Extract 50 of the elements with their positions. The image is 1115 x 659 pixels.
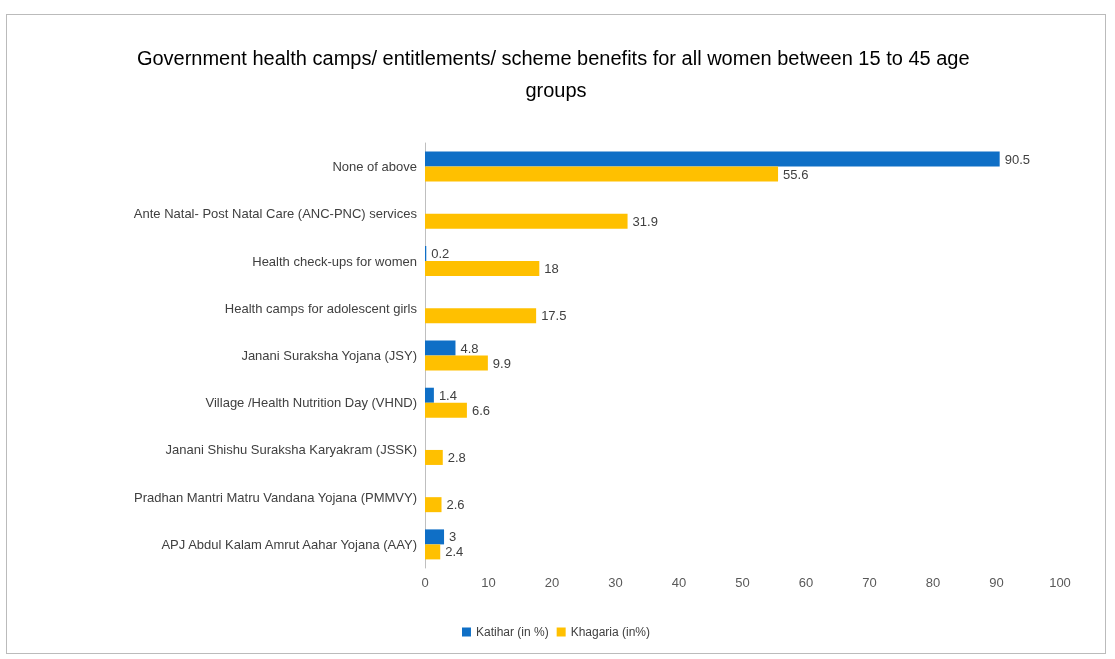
- bar: [425, 387, 434, 403]
- x-tick-label: 50: [735, 575, 750, 590]
- bar: [425, 166, 779, 182]
- y-tick-label: Pradhan Mantri Matru Vandana Yojana (PMMVY): [133, 489, 417, 505]
- data-label: 1.4: [438, 387, 457, 403]
- bar: [425, 529, 445, 545]
- data-label: 55.6: [783, 166, 809, 182]
- data-label: 2.6: [446, 497, 465, 513]
- data-label: 90.5: [1004, 151, 1030, 167]
- bar: [425, 151, 1000, 167]
- x-tick-label: 10: [481, 575, 496, 590]
- y-tick-label: Janani Suraksha Yojana (JSY): [241, 348, 417, 363]
- data-label: 31.9: [632, 213, 658, 229]
- bar: [425, 340, 456, 356]
- x-tick-label: 0: [421, 575, 429, 590]
- legend-label: Khagaria (in%): [570, 625, 651, 639]
- data-label: 4.8: [460, 340, 479, 356]
- data-label: 0.2: [431, 246, 450, 262]
- data-label: 17.5: [541, 308, 567, 324]
- data-label: 18: [544, 261, 559, 277]
- bar: [425, 497, 442, 513]
- y-tick-label: None of above: [332, 159, 417, 175]
- x-tick-label: 70: [862, 575, 877, 590]
- y-tick-label: Janani Shishu Suraksha Karyakram (JSSK): [165, 442, 417, 458]
- x-tick-label: 30: [608, 575, 623, 590]
- data-label: 9.9: [492, 355, 511, 371]
- x-tick-label: 80: [925, 575, 941, 590]
- bar: [425, 544, 441, 560]
- y-tick-label: APJ Abdul Kalam Amrut Aahar Yojana (AAY): [161, 536, 417, 552]
- data-label: 2.8: [447, 449, 466, 465]
- y-tick-label: Village /Health Nutrition Day (VHND): [205, 395, 417, 411]
- bar: [425, 402, 467, 418]
- bar: [425, 213, 628, 229]
- x-tick-label: 40: [671, 575, 687, 590]
- y-tick-label: Health check-ups for women: [252, 253, 417, 269]
- bar: [425, 449, 443, 465]
- legend-label: Katihar (in %): [475, 625, 549, 639]
- y-tick-label: Health camps for adolescent girls: [224, 300, 418, 316]
- y-tick-label: Ante Natal- Post Natal Care (ANC-PNC) services: [133, 206, 418, 222]
- bar: [425, 308, 537, 324]
- x-tick-label: 20: [544, 575, 560, 590]
- chart-title: Government health camps/ entitlements/ scheme benefits for all women between 15 to 45 age groups: [136, 47, 976, 101]
- x-tick-label: 100: [1049, 575, 1071, 590]
- bar: [425, 355, 488, 371]
- x-tick-label: 90: [989, 575, 1004, 590]
- x-tick-label: 60: [798, 575, 814, 590]
- data-label: 3: [449, 529, 457, 545]
- data-label: 6.6: [471, 402, 490, 418]
- data-label: 2.4: [445, 544, 464, 560]
- bar: [425, 261, 540, 277]
